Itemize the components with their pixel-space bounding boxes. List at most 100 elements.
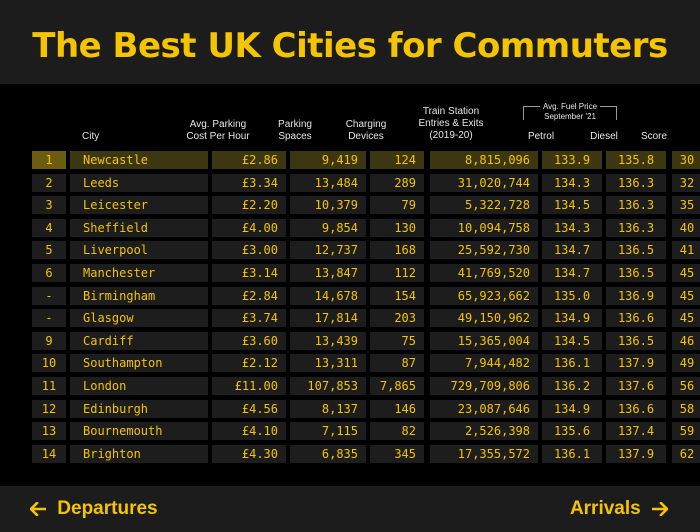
fuel-price-label-line1: Avg. Fuel Price — [539, 102, 601, 112]
table-row: 1 Newcastle £2.86 9,419 124 8,815,096 133.9 135… — [30, 151, 700, 169]
cell-score: 45 — [672, 309, 700, 327]
cell-train: 49,150,962 — [430, 309, 538, 327]
cell-rank: 9 — [32, 332, 66, 350]
table-row: 9 Cardiff £3.60 13,439 75 15,365,004 134.5 136.… — [30, 332, 700, 350]
footer: Departures Arrivals — [0, 486, 700, 532]
cell-charging: 7,865 — [370, 377, 424, 395]
arrivals-link[interactable]: Arrivals — [570, 496, 668, 522]
page-title: The Best UK Cities for Commuters — [32, 26, 668, 66]
table-row: 13 Bournemouth £4.10 7,115 82 2,526,398 135.6 1… — [30, 422, 700, 440]
cell-petrol: 135.6 — [542, 422, 602, 440]
cell-city: Manchester — [70, 264, 208, 282]
cell-city: Cardiff — [70, 332, 208, 350]
cell-cost: £2.86 — [212, 151, 286, 169]
cell-rank: 11 — [32, 377, 66, 395]
cell-rank: 13 — [32, 422, 66, 440]
cell-spaces: 13,847 — [290, 264, 366, 282]
col-header-charging-line2: Devices — [348, 131, 384, 142]
arrow-right-icon — [652, 501, 668, 516]
col-header-petrol: Petrol — [527, 131, 555, 142]
cell-charging: 112 — [370, 264, 424, 282]
cell-petrol: 134.5 — [542, 196, 602, 214]
cell-petrol: 136.2 — [542, 377, 602, 395]
cell-rank: 2 — [32, 174, 66, 192]
cell-spaces: 9,854 — [290, 219, 366, 237]
cell-city: Sheffield — [70, 219, 208, 237]
cell-charging: 75 — [370, 332, 424, 350]
col-header-parking-spaces: Parking Spaces — [262, 119, 328, 143]
cell-diesel: 136.9 — [606, 287, 666, 305]
cell-spaces: 13,439 — [290, 332, 366, 350]
cell-score: 40 — [672, 219, 700, 237]
cell-cost: £2.20 — [212, 196, 286, 214]
cell-spaces: 10,379 — [290, 196, 366, 214]
cell-city: Edinburgh — [70, 400, 208, 418]
cell-diesel: 137.9 — [606, 445, 666, 463]
cell-rank: 14 — [32, 445, 66, 463]
cell-rank: 5 — [32, 241, 66, 259]
cell-rank: 12 — [32, 400, 66, 418]
cell-rank: - — [32, 287, 66, 305]
cell-petrol: 134.9 — [542, 400, 602, 418]
cell-petrol: 134.3 — [542, 219, 602, 237]
cell-rank: - — [32, 309, 66, 327]
cell-score: 45 — [672, 264, 700, 282]
cell-rank: 6 — [32, 264, 66, 282]
table-row: 5 Liverpool £3.00 12,737 168 25,592,730 134.7 1… — [30, 241, 700, 259]
col-header-city: City — [82, 131, 100, 142]
col-header-parking-cost-line1: Avg. Parking — [189, 119, 247, 130]
arrivals-label: Arrivals — [569, 498, 641, 519]
cell-train: 8,815,096 — [430, 151, 538, 169]
cell-charging: 289 — [370, 174, 424, 192]
table-row: 10 Southampton £2.12 13,311 87 7,944,482 136.1… — [30, 354, 700, 372]
cell-train: 17,355,572 — [430, 445, 538, 463]
cell-cost: £4.00 — [212, 219, 286, 237]
cell-city: Liverpool — [70, 241, 208, 259]
cell-charging: 124 — [370, 151, 424, 169]
cell-score: 49 — [672, 354, 700, 372]
cell-charging: 79 — [370, 196, 424, 214]
cell-diesel: 136.6 — [606, 309, 666, 327]
cell-spaces: 7,115 — [290, 422, 366, 440]
cell-train: 31,020,744 — [430, 174, 538, 192]
col-header-train-line1: Train Station — [422, 106, 480, 117]
cell-score: 46 — [672, 332, 700, 350]
col-header-parking-cost-line2: Cost Per Hour — [186, 131, 250, 142]
cell-train: 10,094,758 — [430, 219, 538, 237]
cell-charging: 130 — [370, 219, 424, 237]
cell-city: Leeds — [70, 174, 208, 192]
cell-score: 32 — [672, 174, 700, 192]
cell-diesel: 137.9 — [606, 354, 666, 372]
cell-cost: £3.00 — [212, 241, 286, 259]
cell-spaces: 9,419 — [290, 151, 366, 169]
cell-diesel: 136.5 — [606, 332, 666, 350]
cell-charging: 203 — [370, 309, 424, 327]
departures-link[interactable]: Departures — [30, 496, 158, 522]
cell-city: Brighton — [70, 445, 208, 463]
table-row: 11 London £11.00 107,853 7,865 729,709,806 136… — [30, 377, 700, 395]
cell-score: 30 — [672, 151, 700, 169]
cell-diesel: 137.6 — [606, 377, 666, 395]
cell-train: 41,769,520 — [430, 264, 538, 282]
cell-diesel: 136.3 — [606, 174, 666, 192]
col-header-charging-line1: Charging — [345, 119, 387, 130]
cell-rank: 4 — [32, 219, 66, 237]
col-header-parking-spaces-line2: Spaces — [278, 131, 312, 142]
cell-petrol: 136.1 — [542, 354, 602, 372]
cell-train: 15,365,004 — [430, 332, 538, 350]
cell-train: 2,526,398 — [430, 422, 538, 440]
cell-diesel: 137.4 — [606, 422, 666, 440]
col-header-score: Score — [640, 131, 668, 142]
cell-spaces: 17,814 — [290, 309, 366, 327]
table-row: - Glasgow £3.74 17,814 203 49,150,962 134.9 136… — [30, 309, 700, 327]
cell-train: 7,944,482 — [430, 354, 538, 372]
cell-spaces: 13,484 — [290, 174, 366, 192]
cell-cost: £3.60 — [212, 332, 286, 350]
cell-cost: £4.10 — [212, 422, 286, 440]
cell-diesel: 135.8 — [606, 151, 666, 169]
cell-city: Bournemouth — [70, 422, 208, 440]
cell-petrol: 135.0 — [542, 287, 602, 305]
cell-city: Newcastle — [70, 151, 208, 169]
col-header-train-line3: (2019-20) — [429, 130, 473, 141]
col-header-charging: Charging Devices — [338, 119, 394, 143]
